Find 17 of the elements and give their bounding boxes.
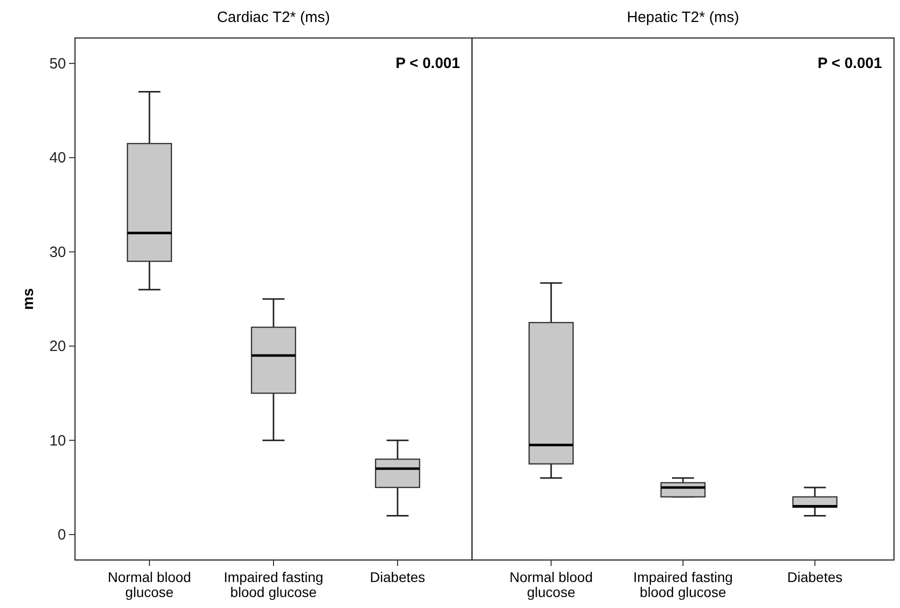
x-tick-label: Diabetes xyxy=(787,569,843,585)
y-tick-label: 10 xyxy=(49,432,66,450)
x-tick-label: Normal blood glucose xyxy=(108,569,192,600)
y-tick-label: 40 xyxy=(49,150,66,167)
annotation: P < 0.001 xyxy=(396,55,460,72)
y-tick-label: 0 xyxy=(58,526,66,544)
y-tick-label: 20 xyxy=(49,338,66,356)
y-axis-title: ms xyxy=(20,288,37,310)
chart-title: Cardiac T2* (ms) xyxy=(216,9,330,26)
x-tick-label: Diabetes xyxy=(370,569,426,585)
x-tick-label: Impaired fasting blood glucose xyxy=(224,569,324,600)
chart-title: Hepatic T2* (ms) xyxy=(626,9,740,26)
x-tick-label: Normal blood glucose xyxy=(509,569,593,600)
y-tick-label: 30 xyxy=(49,244,66,261)
y-tick-label: 50 xyxy=(49,55,66,72)
x-tick-label: Impaired fasting blood glucose xyxy=(633,569,733,600)
annotation: P < 0.001 xyxy=(818,55,882,72)
